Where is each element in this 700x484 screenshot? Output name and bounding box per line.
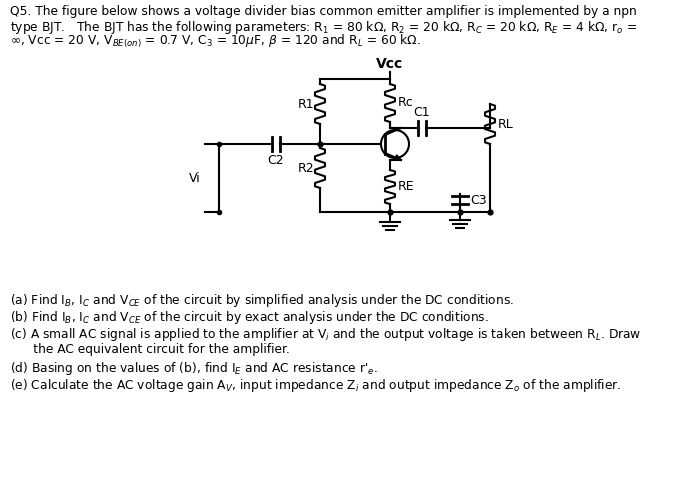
Text: RE: RE	[398, 181, 414, 194]
Text: (b) Find I$_B$, I$_C$ and V$_{CE}$ of the circuit by exact analysis under the DC: (b) Find I$_B$, I$_C$ and V$_{CE}$ of th…	[10, 309, 489, 326]
Text: Q5. The figure below shows a voltage divider bias common emitter amplifier is im: Q5. The figure below shows a voltage div…	[10, 5, 637, 18]
Text: R1: R1	[298, 97, 314, 110]
Text: R2: R2	[298, 162, 314, 175]
Text: C3: C3	[470, 194, 486, 207]
Text: C2: C2	[267, 154, 284, 167]
Text: type BJT.   The BJT has the following parameters: R$_1$ = 80 k$\Omega$, R$_2$ = : type BJT. The BJT has the following para…	[10, 19, 637, 36]
Text: RL: RL	[498, 118, 514, 131]
Polygon shape	[394, 155, 401, 160]
Text: (d) Basing on the values of (b), find I$_E$ and AC resistance r'$_e$.: (d) Basing on the values of (b), find I$…	[10, 360, 378, 377]
Text: Rc: Rc	[398, 96, 414, 109]
Text: Vi: Vi	[189, 171, 201, 184]
Text: (e) Calculate the AC voltage gain A$_V$, input impedance Z$_i$ and output impeda: (e) Calculate the AC voltage gain A$_V$,…	[10, 377, 622, 394]
Text: C1: C1	[414, 106, 430, 119]
Text: (c) A small AC signal is applied to the amplifier at V$_i$ and the output voltag: (c) A small AC signal is applied to the …	[10, 326, 641, 343]
Text: Vcc: Vcc	[377, 57, 404, 71]
Text: (a) Find I$_B$, I$_C$ and V$_{CE}$ of the circuit by simplified analysis under t: (a) Find I$_B$, I$_C$ and V$_{CE}$ of th…	[10, 292, 514, 309]
Text: the AC equivalent circuit for the amplifier.: the AC equivalent circuit for the amplif…	[10, 343, 290, 356]
Text: $\infty$, Vcc = 20 V, V$_{BE(on)}$ = 0.7 V, C$_3$ = 10$\mu$F, $\beta$ = 120 and : $\infty$, Vcc = 20 V, V$_{BE(on)}$ = 0.7…	[10, 33, 421, 50]
